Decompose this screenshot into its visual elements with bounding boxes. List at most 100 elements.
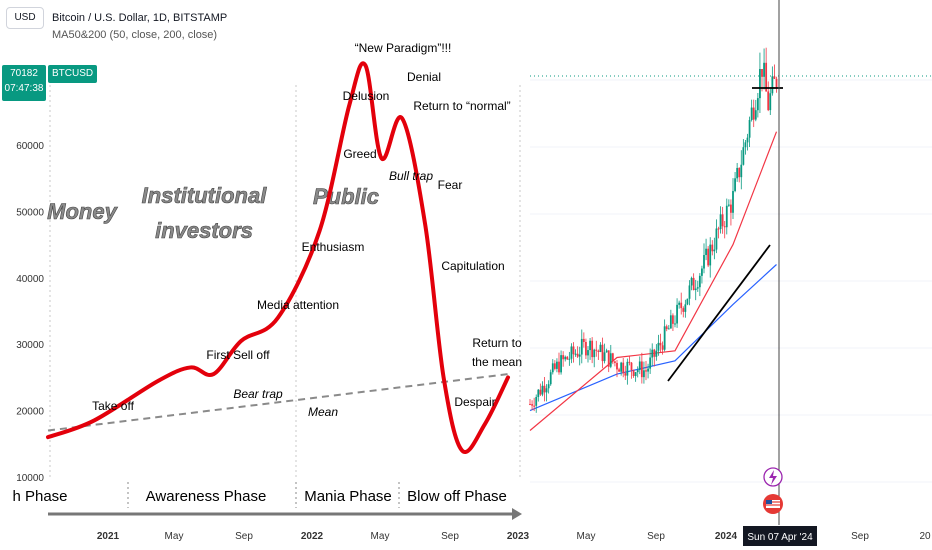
candle-body-66 bbox=[665, 326, 668, 330]
annotation-14: Return to bbox=[472, 336, 522, 350]
candle-body-80 bbox=[694, 288, 697, 291]
candle-body-47 bbox=[626, 361, 629, 376]
candle-body-62 bbox=[657, 342, 660, 351]
candle-body-41 bbox=[614, 361, 616, 363]
y-tick-label-3: 40000 bbox=[16, 274, 44, 285]
annotation-4: Enthusiasm bbox=[302, 240, 365, 254]
x-tick-right-0: 2023 bbox=[507, 531, 530, 542]
chart-header: Bitcoin / U.S. Dollar, 1D, BITSTAMP MA50… bbox=[52, 10, 227, 44]
group-label-institutional: Institutional bbox=[142, 183, 268, 208]
group-label-money: Money bbox=[47, 199, 118, 224]
candle-body-95 bbox=[725, 205, 728, 228]
candle-body-10 bbox=[549, 372, 552, 385]
candle-body-2 bbox=[533, 405, 536, 407]
candle-body-14 bbox=[558, 361, 560, 373]
phase-label-1: Awareness Phase bbox=[146, 488, 267, 505]
candle-body-108 bbox=[752, 107, 755, 120]
candle-body-100 bbox=[736, 167, 739, 179]
candle-body-65 bbox=[663, 326, 666, 350]
annotation-16: Mean bbox=[308, 405, 338, 419]
cycle-curve bbox=[46, 61, 510, 455]
candle-body-34 bbox=[599, 344, 602, 352]
candle-body-16 bbox=[562, 355, 565, 360]
group-label-investors: investors bbox=[155, 218, 253, 243]
candle-body-13 bbox=[556, 361, 558, 369]
candle-body-119 bbox=[775, 78, 778, 88]
crosshair-date-box bbox=[743, 526, 817, 546]
annotation-5: Greed bbox=[343, 147, 376, 161]
annotation-1: First Sell off bbox=[206, 348, 270, 362]
x-tick-left-4: May bbox=[371, 531, 390, 542]
currency-button[interactable]: USD bbox=[6, 7, 44, 29]
candle-body-72 bbox=[678, 302, 681, 305]
candle-body-79 bbox=[692, 277, 695, 291]
candle-body-112 bbox=[761, 68, 763, 77]
candle-body-22 bbox=[574, 353, 577, 355]
phase-label-3: Blow off Phase bbox=[407, 488, 507, 505]
candle-body-84 bbox=[703, 255, 705, 269]
annotation-8: Denial bbox=[407, 70, 441, 84]
candle-body-28 bbox=[587, 350, 589, 356]
candle-body-85 bbox=[705, 248, 707, 256]
annotation-7: “New Paradigm”!!! bbox=[355, 41, 452, 55]
candle-body-7 bbox=[543, 385, 546, 393]
candle-body-50 bbox=[632, 370, 635, 377]
candle-body-38 bbox=[607, 350, 610, 367]
candle-body-96 bbox=[727, 204, 730, 206]
candle-body-82 bbox=[698, 275, 701, 288]
candle-body-86 bbox=[707, 248, 710, 266]
annotation-12: Capitulation bbox=[441, 259, 504, 273]
x-tick-right-1: May bbox=[577, 531, 596, 542]
candle-body-76 bbox=[686, 298, 689, 305]
candle-body-59 bbox=[651, 349, 654, 358]
lightning-icon-glyph bbox=[769, 470, 777, 485]
candle-body-42 bbox=[616, 362, 618, 370]
candle-body-11 bbox=[551, 363, 554, 373]
candle-body-25 bbox=[580, 338, 583, 355]
candle-body-52 bbox=[636, 370, 639, 373]
candle-body-73 bbox=[680, 302, 683, 309]
candle-body-46 bbox=[624, 373, 627, 376]
candle-body-3 bbox=[535, 397, 538, 406]
y-tick-label-2: 30000 bbox=[16, 340, 44, 351]
candle-body-18 bbox=[566, 356, 569, 360]
candle-body-102 bbox=[740, 164, 743, 178]
y-tick-label-0: 10000 bbox=[16, 473, 44, 484]
candle-body-116 bbox=[769, 93, 772, 111]
candle-body-103 bbox=[742, 147, 745, 165]
x-tick-left-1: May bbox=[165, 531, 184, 542]
candle-body-51 bbox=[634, 372, 637, 377]
candle-body-19 bbox=[568, 358, 571, 360]
candle-body-40 bbox=[611, 353, 614, 362]
x-tick-left-2: Sep bbox=[235, 531, 253, 542]
phase-axis-arrowhead bbox=[512, 508, 522, 520]
symbol-tag: BTCUSD bbox=[48, 65, 98, 83]
candle-body-107 bbox=[750, 107, 753, 121]
candle-body-54 bbox=[640, 361, 643, 378]
x-tick-right-6: 20 bbox=[919, 531, 931, 542]
candle-body-12 bbox=[553, 363, 556, 369]
candle-body-35 bbox=[601, 344, 604, 362]
chart-title: Bitcoin / U.S. Dollar, 1D, BITSTAMP bbox=[52, 12, 228, 24]
candle-body-37 bbox=[605, 350, 608, 353]
candle-body-105 bbox=[746, 137, 749, 143]
candle-body-32 bbox=[595, 349, 598, 351]
candle-body-31 bbox=[593, 349, 596, 358]
candle-body-118 bbox=[773, 76, 776, 79]
candle-body-39 bbox=[609, 353, 612, 367]
group-label-public: Public bbox=[313, 184, 379, 209]
candle-body-97 bbox=[730, 204, 732, 213]
candle-body-29 bbox=[589, 340, 591, 351]
candle-body-110 bbox=[756, 98, 759, 111]
candle-body-94 bbox=[723, 226, 726, 228]
mean-line bbox=[47, 373, 509, 432]
candle-body-71 bbox=[676, 304, 678, 324]
candle-body-17 bbox=[564, 356, 567, 360]
candle-body-44 bbox=[620, 362, 623, 372]
candle-body-104 bbox=[744, 142, 747, 148]
candle-body-101 bbox=[738, 167, 741, 178]
candle-body-15 bbox=[560, 355, 562, 373]
candle-body-58 bbox=[649, 357, 652, 369]
candle-body-114 bbox=[765, 62, 768, 92]
